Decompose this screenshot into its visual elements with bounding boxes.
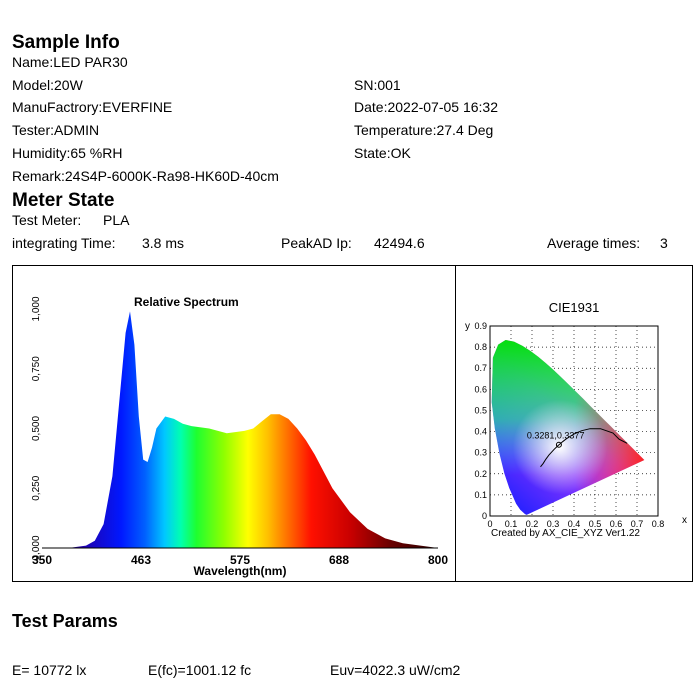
cie-title: CIE1931: [549, 300, 600, 315]
chromaticity-label: 0.3281,0.3377: [527, 431, 585, 441]
spectrum-chart: 350 463 575 688 800 0,000 0,250 0,500 0,750 1,00…: [31, 295, 448, 578]
cie-y-tick: 0: [482, 511, 487, 521]
cie-ylabel: y: [465, 321, 470, 332]
peak-ad-label: PeakAD Ip:: [281, 235, 352, 251]
sample-name: Name:LED PAR30: [12, 54, 128, 70]
cie-gamut-white: [491, 340, 645, 515]
cie-y-tick: 0.4: [474, 427, 487, 437]
integrating-time-label: integrating Time:: [12, 235, 116, 251]
sample-state: State:OK: [354, 145, 411, 161]
test-meter-value: PLA: [103, 212, 130, 228]
spectrum-xlabel: Wavelength(nm): [194, 564, 287, 578]
spectrum-x-tick: 463: [131, 553, 151, 567]
sample-remark: Remark:24S4P-6000K-Ra98-HK60D-40cm: [12, 168, 279, 184]
illuminance-fc: E(fc)=1001.12 fc: [148, 662, 252, 678]
cie-x-tick: 0.6: [610, 519, 623, 529]
cie-y-tick: 0.2: [474, 469, 487, 479]
sample-info-heading: Sample Info: [12, 32, 120, 53]
peak-ad-value: 42494.6: [374, 235, 425, 251]
sample-date: Date:2022-07-05 16:32: [354, 99, 498, 115]
chromaticity-point: [555, 441, 562, 448]
cie-xlabel: x: [682, 515, 687, 526]
spectrum-title: Relative Spectrum: [134, 295, 239, 309]
test-params-heading: Test Params: [12, 611, 118, 631]
spectrum-x-tick: 800: [428, 553, 448, 567]
spectrum-area: [42, 311, 438, 548]
cie-y-tick: 0.6: [474, 384, 487, 394]
planckian-locus: [540, 428, 628, 468]
spectrum-x-tick: 688: [329, 553, 349, 567]
spectrum-x-tick: 575: [230, 553, 250, 567]
sample-model: Model:20W: [12, 77, 83, 93]
irradiance-uv: Euv=4022.3 uW/cm2: [330, 662, 461, 678]
sample-temperature: Temperature:27.4 Deg: [354, 122, 494, 138]
cie-y-tick: 0.7: [474, 363, 487, 373]
cie-credit: Created by AX_CIE_XYZ Ver1.22: [491, 528, 640, 539]
spectrum-y-tick: 0,000: [31, 535, 42, 560]
spectrum-y-tick: 1,000: [31, 296, 42, 321]
cie-x-tick: 0.2: [526, 519, 539, 529]
cie-x-tick: 0.7: [631, 519, 644, 529]
cie-x-tick: 0: [487, 519, 492, 529]
spectrum-y-tick: 0,250: [31, 475, 42, 500]
cie-x-tick: 0.8: [652, 519, 665, 529]
average-times-label: Average times:: [547, 235, 641, 251]
sample-manufactory: ManuFactrory:EVERFINE: [12, 99, 173, 115]
sample-humidity: Humidity:65 %RH: [12, 145, 123, 161]
cie-x-tick: 0.1: [505, 519, 518, 529]
cie-x-tick: 0.4: [568, 519, 581, 529]
cie-y-tick: 0.3: [474, 448, 487, 458]
illuminance-lx: E= 10772 lx: [12, 662, 87, 678]
cie-y-tick: 0.5: [474, 405, 487, 415]
meter-state-heading: Meter State: [12, 190, 115, 211]
cie-y-tick: 0.8: [474, 342, 487, 352]
cie-x-tick: 0.3: [547, 519, 560, 529]
cie-chart: CIE1931 0.3281,0.3377 0 0.1 0.2 0.3 0.4 0.5 0.…: [465, 300, 687, 539]
spectrum-y-tick: 0,500: [31, 416, 42, 441]
sample-sn: SN:001: [354, 77, 401, 93]
cie-y-tick: 0.1: [474, 490, 487, 500]
spectrum-x-tick: 350: [32, 553, 52, 567]
cie-x-tick: 0.5: [589, 519, 602, 529]
average-times-value: 3: [660, 235, 668, 251]
cie-y-tick: 0.9: [474, 321, 487, 331]
spectrum-y-tick: 0,750: [31, 356, 42, 381]
test-meter-label: Test Meter:: [12, 212, 82, 228]
integrating-time-value: 3.8 ms: [142, 235, 185, 251]
sample-tester: Tester:ADMIN: [12, 122, 100, 138]
cie-panel: [455, 265, 693, 582]
